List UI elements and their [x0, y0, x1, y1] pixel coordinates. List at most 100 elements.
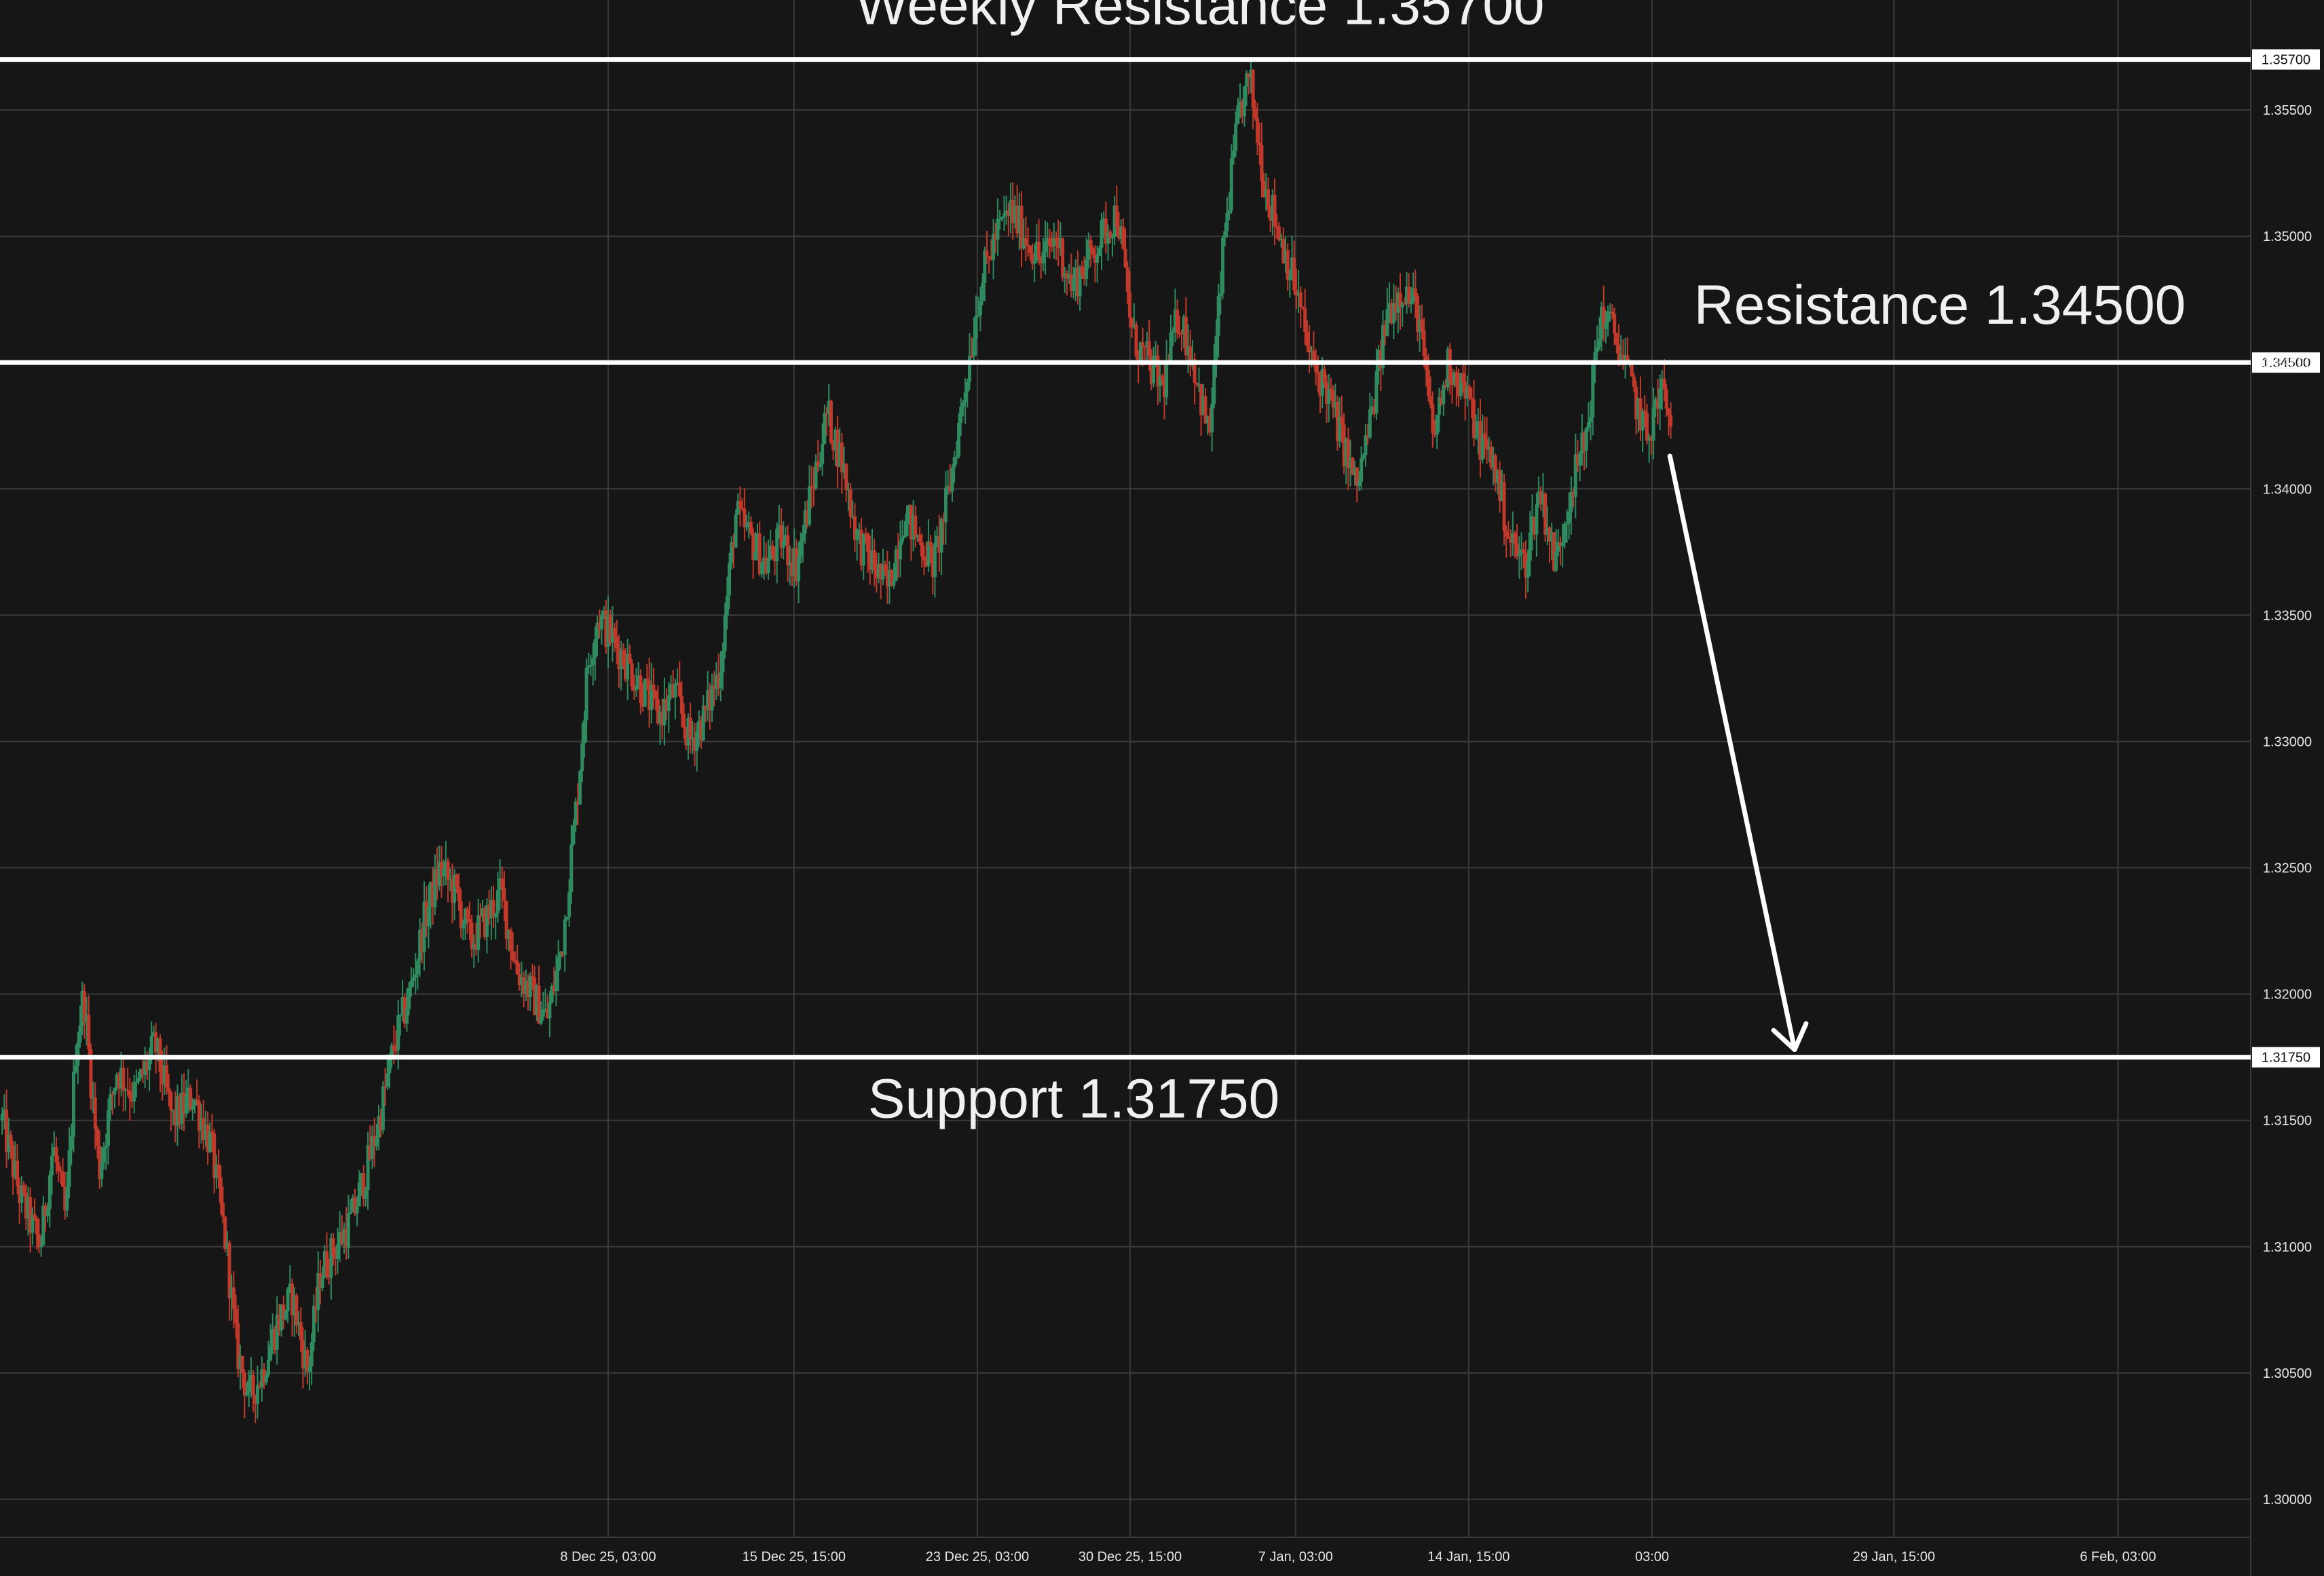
- candle-body: [593, 639, 597, 658]
- candle-body: [582, 720, 586, 744]
- candle-body: [1039, 257, 1043, 263]
- candle-body: [1231, 150, 1235, 159]
- candle-body: [1560, 542, 1564, 547]
- candle-body: [1043, 241, 1047, 252]
- candle-body: [652, 684, 656, 691]
- candle-body: [781, 541, 785, 548]
- candle-body: [544, 1009, 548, 1011]
- time-axis[interactable]: 8 Dec 25, 03:00 15 Dec 25, 15:00 23 Dec 25…: [560, 1550, 2156, 1564]
- candle-body: [37, 1234, 41, 1247]
- candle-body: [1063, 273, 1067, 278]
- candle-body: [855, 529, 859, 540]
- candle-body: [1550, 532, 1554, 542]
- candle-body: [2, 1109, 6, 1114]
- candle-body: [58, 1171, 62, 1173]
- candle-body: [1524, 552, 1528, 578]
- candle-body: [669, 684, 673, 696]
- candle-body: [124, 1089, 128, 1091]
- candle-body: [874, 570, 878, 579]
- candle-body: [1621, 354, 1625, 361]
- candle-body: [1578, 453, 1582, 466]
- candle-body: [91, 1097, 95, 1099]
- candle-body: [310, 1342, 314, 1367]
- candle-body: [537, 985, 541, 1024]
- candle-body: [630, 663, 634, 688]
- candle-body: [379, 1116, 383, 1130]
- candle-body: [1154, 355, 1158, 357]
- candle-body: [180, 1092, 184, 1124]
- candle-body: [1355, 467, 1359, 486]
- candle-body: [504, 901, 508, 939]
- candle-body: [312, 1305, 316, 1343]
- candle-body: [111, 1093, 115, 1095]
- candle-body: [606, 614, 610, 648]
- candle-body: [439, 861, 443, 877]
- candle-body: [1619, 354, 1623, 364]
- candle-body: [658, 711, 662, 724]
- candle-body: [502, 888, 506, 901]
- price-axis[interactable]: 1.30000 1.30500 1.31000 1.31500 1.32000 1.325…: [2263, 0, 2312, 1507]
- candle-body: [1548, 527, 1552, 542]
- y-tick-label: 1.32500: [2263, 861, 2312, 876]
- candle-body: [322, 1251, 326, 1277]
- candle-body: [898, 541, 902, 560]
- candle-body: [604, 610, 608, 648]
- candle-body: [1100, 220, 1104, 248]
- candle-body: [1398, 292, 1402, 307]
- candle-body: [500, 878, 504, 888]
- price-tag: [2252, 49, 2320, 70]
- candle-body: [1465, 386, 1469, 398]
- candle-body: [115, 1074, 119, 1088]
- candle-body: [435, 869, 439, 886]
- candle-body: [1541, 493, 1545, 505]
- candle-body: [1647, 436, 1651, 441]
- candle-body: [290, 1283, 294, 1315]
- candle-body: [398, 1014, 402, 1016]
- candle-body: [554, 971, 558, 992]
- candle-body: [134, 1081, 138, 1083]
- candle-body: [821, 443, 825, 464]
- candle-body: [1201, 396, 1205, 415]
- candle-body: [1093, 254, 1097, 263]
- price-tag-label: 1.31750: [2262, 1051, 2310, 1066]
- candle-body: [1385, 309, 1389, 336]
- candle-body: [714, 674, 718, 690]
- candle-body: [1127, 292, 1131, 318]
- y-tick-label: 1.30500: [2263, 1366, 2312, 1381]
- candle-body: [743, 508, 747, 527]
- candle-body: [1368, 409, 1372, 438]
- candle-body: [632, 687, 636, 691]
- candle-body: [1275, 226, 1279, 228]
- candle-body: [85, 1015, 89, 1023]
- candle-body: [578, 771, 582, 805]
- candle-body: [576, 801, 580, 805]
- candle-body: [1218, 293, 1222, 296]
- candle-body: [149, 1035, 153, 1055]
- candle-body: [121, 1068, 126, 1091]
- candle-body: [1203, 396, 1207, 424]
- candle-body: [1509, 538, 1513, 543]
- candle-body: [863, 533, 867, 536]
- candle-body: [1061, 238, 1065, 278]
- candle-body: [495, 890, 500, 914]
- candle-body: [626, 654, 630, 679]
- candle-body: [981, 282, 985, 301]
- candle-body: [1307, 345, 1311, 353]
- candle-body: [662, 698, 667, 726]
- candle-body: [1357, 481, 1361, 486]
- candle-body: [905, 513, 909, 536]
- candle-body: [985, 250, 989, 257]
- candle-body: [446, 861, 450, 880]
- candle-body: [643, 678, 647, 707]
- candle-body: [231, 1287, 236, 1310]
- candle-body: [1459, 373, 1463, 396]
- candle-body: [511, 951, 515, 960]
- candle-body: [679, 695, 683, 714]
- candle-body: [251, 1374, 255, 1395]
- candle-body: [1526, 560, 1530, 578]
- candle-body: [1391, 303, 1395, 324]
- candle-body: [1251, 69, 1255, 108]
- candle-body: [1180, 333, 1184, 335]
- candle-body: [1515, 543, 1519, 557]
